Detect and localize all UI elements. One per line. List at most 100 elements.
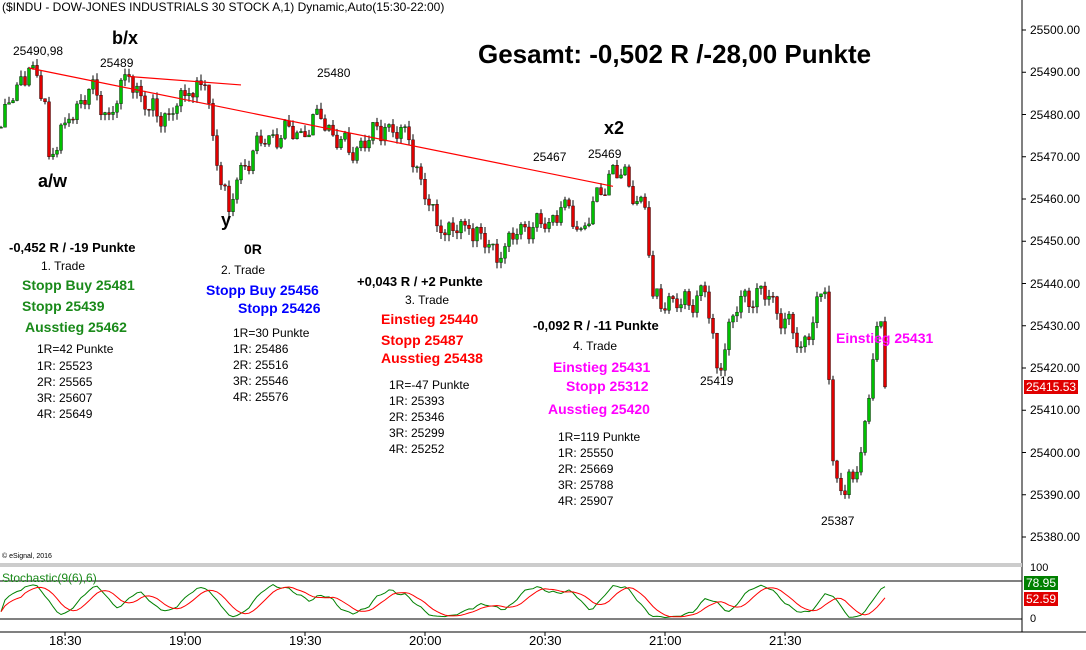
candle-body xyxy=(535,213,539,228)
trade-target: 3R: 25299 xyxy=(389,426,445,440)
candle-body xyxy=(703,285,707,293)
candle-body xyxy=(259,135,263,144)
candle-body xyxy=(803,336,807,348)
trade-target: 4R: 25252 xyxy=(389,442,445,456)
y-tick-label: 25380.00 xyxy=(1030,530,1081,544)
candle-body xyxy=(543,223,547,229)
candle-body xyxy=(619,174,623,179)
candle-body xyxy=(579,228,583,230)
candle-body xyxy=(495,243,499,263)
candle-body xyxy=(63,122,67,126)
candle-body xyxy=(107,112,111,115)
candle-body xyxy=(355,147,359,161)
trade-target: 2R: 25346 xyxy=(389,410,445,424)
candle-body xyxy=(67,118,71,124)
candle-body xyxy=(51,153,55,157)
candle-body xyxy=(691,305,695,313)
candle-body xyxy=(827,291,831,380)
candle-body xyxy=(539,213,543,225)
candle-body xyxy=(291,125,295,140)
candle-body xyxy=(767,295,771,300)
candle-body xyxy=(415,166,419,169)
candle-body xyxy=(203,84,207,87)
y-tick-label: 25440.00 xyxy=(1030,276,1081,291)
x-tick-label: 21:00 xyxy=(649,633,682,648)
summary-total: Gesamt: -0,502 R /-28,00 Punkte xyxy=(478,39,872,69)
entry-label-trade4: Einstieg 25431 xyxy=(836,330,934,346)
candle-body xyxy=(71,118,75,121)
candle-body xyxy=(847,471,851,495)
candle-body xyxy=(647,207,651,256)
trade-result: -0,452 R / -19 Punkte xyxy=(9,240,136,255)
stoch-d-line xyxy=(0,586,886,618)
y-tick-label: 25390.00 xyxy=(1030,487,1081,502)
candle-body xyxy=(707,291,711,319)
candle-body xyxy=(639,196,643,202)
candle-body xyxy=(387,124,391,128)
candle-body xyxy=(79,100,83,105)
trade-target: 3R: 25546 xyxy=(233,374,289,388)
x-tick-label: 19:00 xyxy=(169,633,202,648)
candle-body xyxy=(863,421,867,453)
stoch-k-tag: 78.95 xyxy=(1024,576,1059,590)
trendline xyxy=(128,75,242,86)
price-label: 25387 xyxy=(821,514,855,528)
x-tick-label: 18:30 xyxy=(49,633,82,648)
price-label: 25467 xyxy=(533,150,567,164)
candle-body xyxy=(587,223,591,227)
candle-body xyxy=(623,166,627,176)
candle-body xyxy=(271,134,275,136)
candle-body xyxy=(47,101,51,157)
candle-body xyxy=(215,135,219,166)
trade-name: 3. Trade xyxy=(405,293,450,307)
y-tick-label: 25430.00 xyxy=(1030,318,1081,333)
candle-body xyxy=(719,367,723,371)
candle-body xyxy=(679,304,683,309)
candle-body xyxy=(419,166,423,180)
candle-body xyxy=(315,108,319,115)
candle-body xyxy=(655,288,659,297)
candle-body xyxy=(311,114,315,136)
candle-body xyxy=(95,79,99,96)
candle-body xyxy=(307,134,311,138)
candle-body xyxy=(143,95,147,110)
candle-body xyxy=(103,112,107,116)
candle-body xyxy=(823,291,827,295)
candle-body xyxy=(155,98,159,117)
candle-body xyxy=(439,225,443,234)
candle-body xyxy=(23,76,27,86)
candle-body xyxy=(499,257,503,263)
candle-body xyxy=(471,228,475,242)
stoch-d-tag: 52.59 xyxy=(1024,592,1059,606)
candle-body xyxy=(603,194,607,196)
candle-body xyxy=(671,296,675,299)
candle-body xyxy=(299,131,303,133)
price-label: 25490,98 xyxy=(13,44,64,58)
stoch-k-line xyxy=(0,584,886,619)
candle-body xyxy=(327,124,331,131)
candle-body xyxy=(11,100,15,103)
trade-order: Einstieg 25440 xyxy=(381,311,479,327)
candle-body xyxy=(423,179,427,200)
stoch-level-label: 0 xyxy=(1030,613,1037,625)
candle-body xyxy=(163,113,167,127)
candle-body xyxy=(199,80,203,86)
candle-body xyxy=(795,332,799,348)
candle-body xyxy=(551,215,555,223)
candle-body xyxy=(819,293,823,297)
candle-body xyxy=(491,243,495,246)
x-tick-label: 21:30 xyxy=(769,633,802,648)
trade-target: 1R: 25550 xyxy=(558,446,614,460)
candle-body xyxy=(7,102,11,105)
candle-body xyxy=(463,221,467,226)
candle-body xyxy=(407,126,411,141)
trade-result: 0R xyxy=(244,241,262,257)
trade-order: Einstieg 25431 xyxy=(553,359,651,375)
candle-body xyxy=(515,234,519,240)
candle-body xyxy=(183,90,187,96)
trade-target: 4R: 25576 xyxy=(233,390,289,404)
candle-body xyxy=(683,291,687,305)
trade-name: 4. Trade xyxy=(573,339,618,353)
candle-body xyxy=(195,80,199,98)
